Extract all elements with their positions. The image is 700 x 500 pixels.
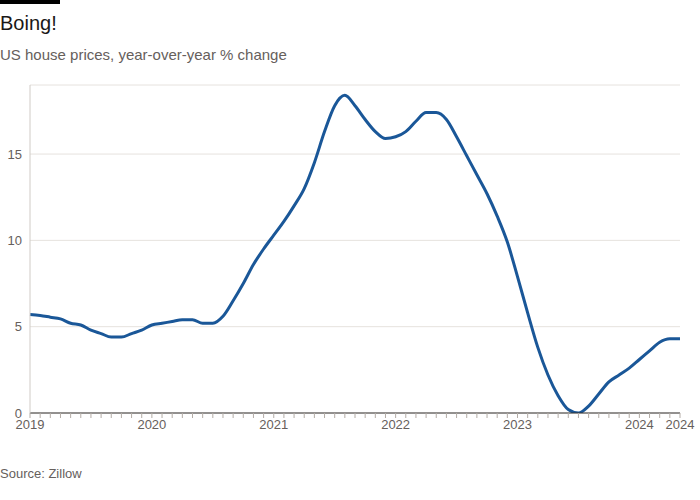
svg-text:2021: 2021 <box>259 417 288 432</box>
svg-text:2024: 2024 <box>666 417 692 432</box>
svg-text:2020: 2020 <box>137 417 166 432</box>
svg-text:5: 5 <box>15 319 22 334</box>
svg-text:10: 10 <box>8 233 22 248</box>
svg-text:2019: 2019 <box>15 417 45 433</box>
html-text:Boing!: Boing! <box>0 12 57 34</box>
svg-text:0: 0 <box>15 406 22 421</box>
svg-text:15: 15 <box>8 147 22 162</box>
html-text:US house prices, year-over-yea: US house prices, year-over-year % change <box>0 46 287 63</box>
svg-text:2022: 2022 <box>381 417 410 432</box>
html-text:Source: Zillow: Source: Zillow <box>0 466 82 481</box>
svg-text:2023: 2023 <box>503 417 532 432</box>
svg-text:2024: 2024 <box>625 417 654 432</box>
